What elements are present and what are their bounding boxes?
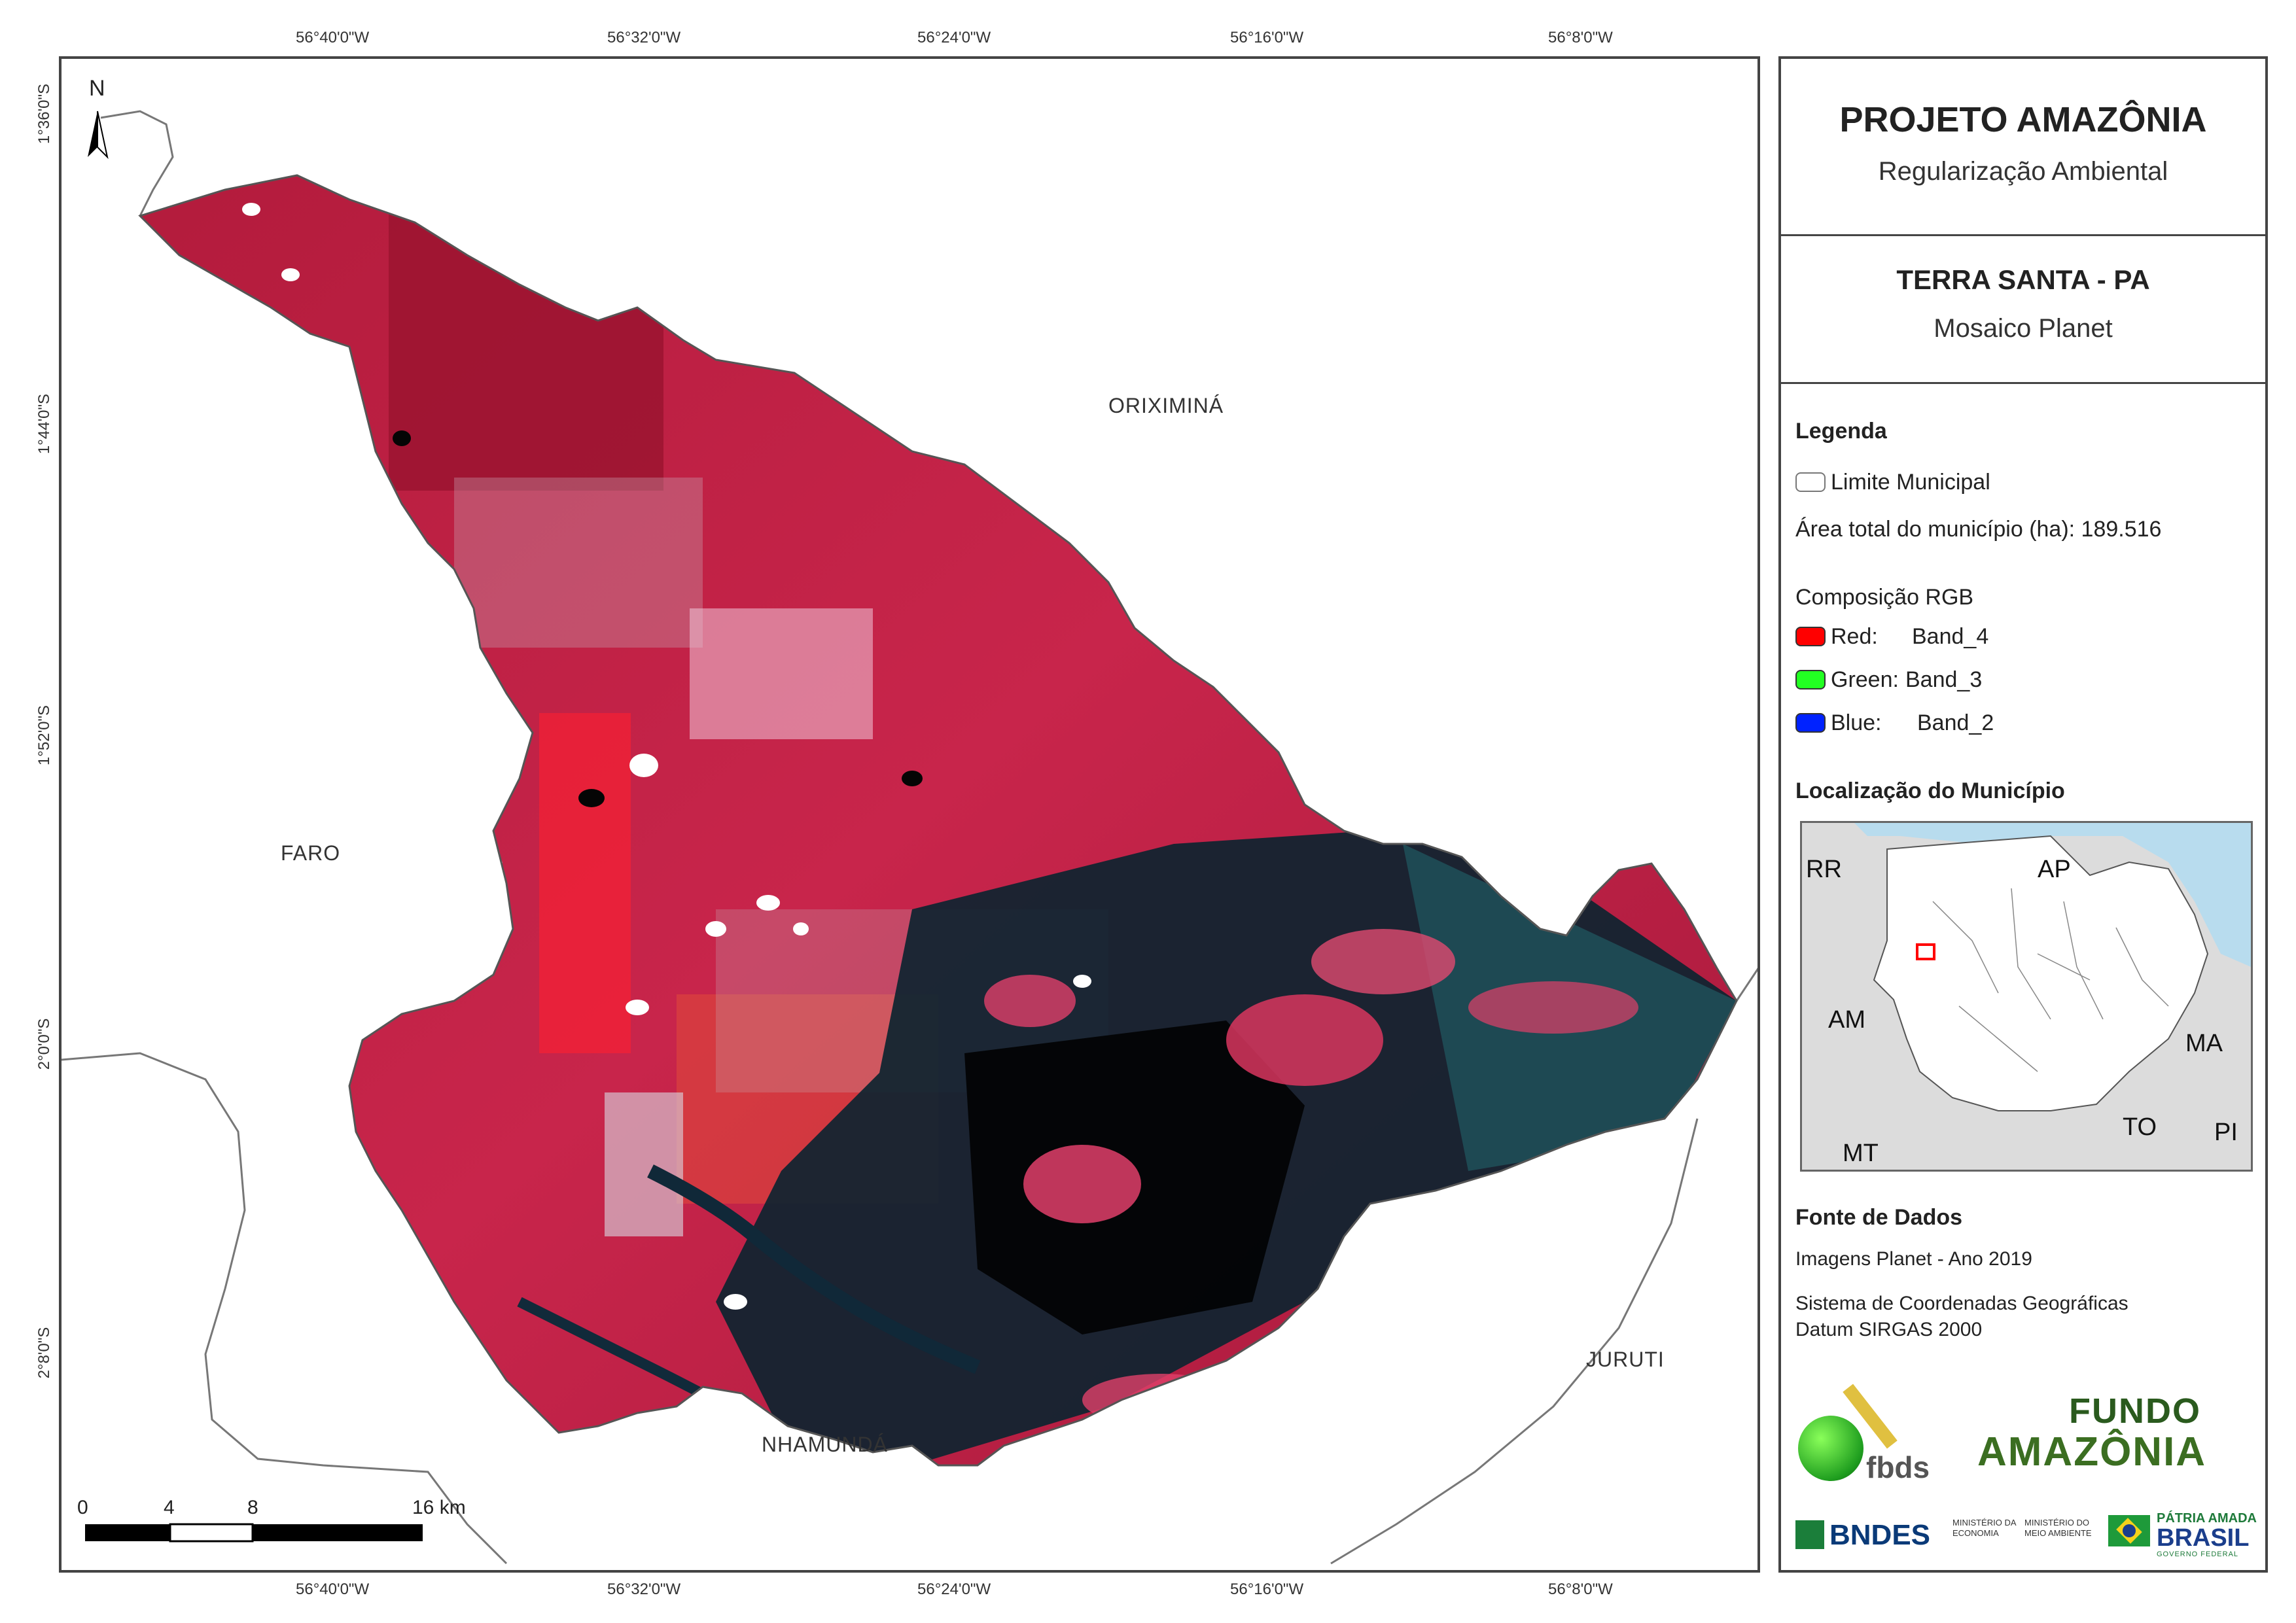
left-coord-5: 2°8'0"S xyxy=(35,1327,53,1379)
place-faro: FARO xyxy=(281,841,341,865)
left-coord-3: 1°52'0"S xyxy=(35,705,53,766)
blue-band: Band_2 xyxy=(1917,710,1994,735)
scale-tick-0: 0 xyxy=(77,1497,88,1518)
place-nhamunda: NHAMUNDÁ xyxy=(762,1433,888,1456)
location-inset-map[interactable]: RR AP AM MA TO MT PI xyxy=(1800,821,2253,1172)
blue-label: Blue: xyxy=(1831,710,1882,735)
place-juruti: JURUTI xyxy=(1586,1348,1665,1371)
scale-tick-4: 4 xyxy=(164,1497,175,1518)
red-band: Band_4 xyxy=(1912,624,1989,649)
boundary-label: Limite Municipal xyxy=(1831,470,1990,495)
bottom-coord-4: 56°16'0"W xyxy=(1230,1580,1304,1598)
map-canvas[interactable] xyxy=(62,59,1757,1570)
location-heading: Localização do Município xyxy=(1795,778,2065,803)
label-rr: RR xyxy=(1806,856,1842,883)
green-swatch xyxy=(1795,670,1826,689)
fbds-logo: fbds xyxy=(1798,1384,1955,1484)
fundo-text: FUNDO xyxy=(2069,1391,2201,1431)
label-mt: MT xyxy=(1843,1140,1879,1167)
bottom-coord-2: 56°32'0"W xyxy=(607,1580,681,1598)
juruti-boundary xyxy=(1330,1118,1699,1565)
scale-tick-8: 8 xyxy=(247,1497,258,1518)
north-arrow-icon xyxy=(88,111,109,160)
fbds-globe-icon xyxy=(1798,1416,1863,1481)
left-coord-2: 1°44'0"S xyxy=(35,393,53,455)
place-oriximina: ORIXIMINÁ xyxy=(1108,394,1224,417)
bndes-logo: BNDES xyxy=(1795,1516,1946,1553)
north-label: N xyxy=(89,76,105,101)
map-frame[interactable]: N ORIXIMINÁ FARO NHAMUNDÁ JURUTI 0 4 8 1… xyxy=(59,56,1760,1573)
municipality-name: TERRA SANTA - PA xyxy=(1896,264,2150,295)
bottom-coord-5: 56°8'0"W xyxy=(1548,1580,1613,1598)
gov-text: GOVERNO FEDERAL xyxy=(2157,1550,2239,1558)
patria-amada-brasil-logo: PÁTRIA AMADA BRASIL GOVERNO FEDERAL xyxy=(2108,1511,2265,1560)
bottom-coord-3: 56°24'0"W xyxy=(917,1580,991,1598)
bndes-text: BNDES xyxy=(1829,1519,1931,1551)
label-to: TO xyxy=(2123,1113,2157,1141)
min-meio-ambiente-logo: MINISTÉRIO DO MEIO AMBIENTE xyxy=(2024,1518,2092,1538)
product-name: Mosaico Planet xyxy=(1934,314,2113,343)
scale-tick-16: 16 km xyxy=(412,1497,466,1518)
label-ma: MA xyxy=(2185,1030,2223,1057)
neighbor-boundary xyxy=(100,110,174,217)
panel-title: PROJETO AMAZÔNIA xyxy=(1839,100,2207,139)
fbds-logo-text: fbds xyxy=(1866,1450,1930,1484)
left-coord-4: 2°0'0"S xyxy=(35,1018,53,1070)
boundary-swatch xyxy=(1795,472,1826,492)
top-coord-2: 56°32'0"W xyxy=(607,29,681,46)
top-coord-3: 56°24'0"W xyxy=(917,29,991,46)
label-pi: PI xyxy=(2214,1119,2238,1146)
municipality-boundary xyxy=(138,174,1738,1467)
faro-boundary xyxy=(62,1052,508,1565)
municipality-mosaic xyxy=(140,175,1737,1465)
left-coord-1: 1°36'0"S xyxy=(35,83,53,145)
red-label: Red: xyxy=(1831,624,1878,649)
red-swatch xyxy=(1795,627,1826,646)
label-ap: AP xyxy=(2038,856,2071,883)
legend-heading: Legenda xyxy=(1795,419,1887,444)
top-coord-4: 56°16'0"W xyxy=(1230,29,1304,46)
rgb-heading: Composição RGB xyxy=(1795,585,1974,610)
sources-line1: Imagens Planet - Ano 2019 xyxy=(1795,1248,2032,1270)
min-economia-logo: MINISTÉRIO DA ECONOMIA xyxy=(1952,1518,2016,1538)
sources-line2: Sistema de Coordenadas Geográficas xyxy=(1795,1293,2128,1314)
blue-swatch xyxy=(1795,713,1826,733)
area-text: Área total do município (ha): 189.516 xyxy=(1795,517,2162,542)
bndes-mark-icon xyxy=(1795,1520,1824,1549)
amazonia-text: AMAZÔNIA xyxy=(1977,1429,2207,1475)
brazil-flag-icon xyxy=(2108,1515,2150,1546)
label-am: AM xyxy=(1828,1006,1865,1034)
top-coord-1: 56°40'0"W xyxy=(296,29,370,46)
sources-heading: Fonte de Dados xyxy=(1795,1205,1963,1230)
green-label: Green: xyxy=(1831,667,1899,692)
bottom-coord-1: 56°40'0"W xyxy=(296,1580,370,1598)
top-coord-5: 56°8'0"W xyxy=(1548,29,1613,46)
scale-bar xyxy=(85,1523,423,1543)
fundo-amazonia-logo: FUNDO AMAZÔNIA xyxy=(1977,1391,2252,1476)
green-band: Band_3 xyxy=(1905,667,1983,692)
panel-subtitle: Regularização Ambiental xyxy=(1878,157,2168,186)
sources-line3: Datum SIRGAS 2000 xyxy=(1795,1319,1983,1340)
info-panel: PROJETO AMAZÔNIA Regularização Ambiental… xyxy=(1778,56,2268,1573)
patria-text: PÁTRIA AMADA xyxy=(2157,1511,2257,1526)
municipality-locator xyxy=(1916,943,1935,960)
brasil-text: BRASIL xyxy=(2157,1524,2250,1552)
